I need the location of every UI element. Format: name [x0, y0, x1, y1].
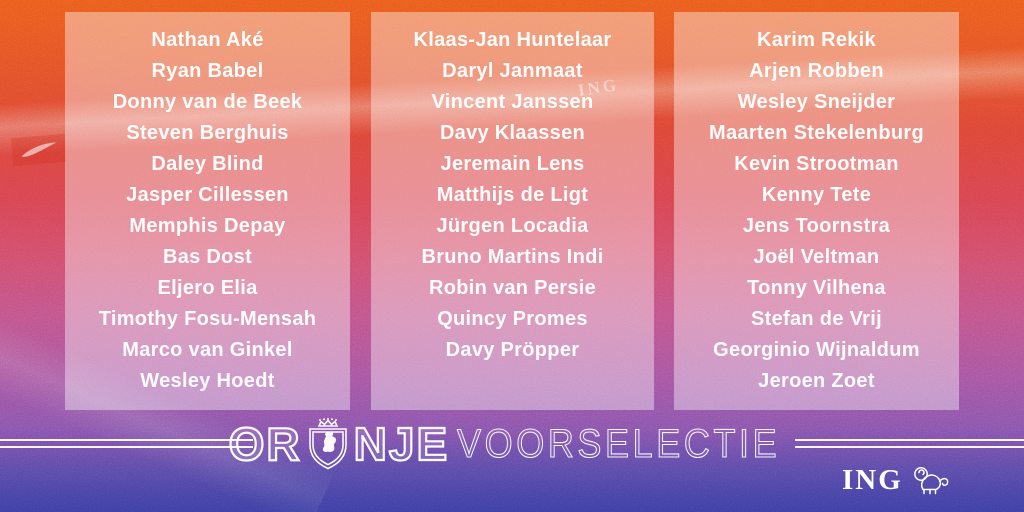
player-name: Klaas-Jan Huntelaar [413, 29, 612, 51]
ing-logo: ING [842, 463, 950, 497]
divider-line-left [0, 439, 253, 448]
player-name: Maarten Stekelenburg [709, 122, 924, 144]
knvb-crest-icon [308, 418, 347, 470]
wordmark-or: OR [228, 417, 302, 471]
player-name: Kevin Strootman [734, 153, 899, 175]
player-name: Bas Dost [162, 246, 253, 268]
ing-logo-text: ING [842, 463, 903, 496]
wordmark-voorselectie: VOORSELECTIE [457, 421, 781, 466]
player-name: Memphis Depay [129, 215, 286, 237]
player-name: Davy Klaassen [439, 122, 586, 144]
player-name: Quincy Promes [437, 308, 588, 330]
player-name: Bruno Martins Indi [421, 246, 604, 268]
player-name: Robin van Persie [428, 277, 597, 299]
player-name: Eljero Elia [157, 277, 258, 299]
player-name: Davy Pröpper [445, 339, 580, 361]
ing-lion-icon [913, 467, 949, 495]
divider-line-right [795, 439, 1024, 448]
player-name: Tonny Vilhena [747, 277, 886, 299]
player-name: Georginio Wijnaldum [713, 339, 920, 361]
player-name: Jeremain Lens [440, 153, 585, 175]
player-name: Wesley Sneijder [737, 91, 896, 113]
player-name: Jasper Cillessen [126, 184, 289, 206]
player-name: Kenny Tete [761, 184, 872, 206]
player-column-2: Klaas-Jan Huntelaar Daryl Janmaat Vincen… [371, 12, 654, 410]
player-name: Jens Toornstra [742, 215, 891, 237]
oranje-voorselectie-wordmark: OR NJE VOORSELECTIE [228, 417, 795, 471]
player-name: Daley Blind [151, 153, 264, 175]
player-name: Vincent Janssen [431, 91, 594, 113]
player-name: Arjen Robben [749, 60, 884, 82]
player-name: Jeroen Zoet [758, 370, 875, 392]
player-name: Steven Berghuis [126, 122, 289, 144]
player-name: Wesley Hoedt [140, 370, 275, 392]
player-name: Donny van de Beek [112, 91, 303, 113]
player-name: Joël Veltman [753, 246, 880, 268]
player-name: Ryan Babel [151, 60, 264, 82]
player-name: Matthijs de Ligt [436, 184, 589, 206]
player-name: Stefan de Vrij [751, 308, 882, 330]
player-name: Karim Rekik [757, 29, 876, 51]
player-name: Jürgen Locadia [436, 215, 589, 237]
player-name: Timothy Fosu-Mensah [98, 308, 317, 330]
wordmark-nje: NJE [353, 417, 450, 471]
player-name: Nathan Aké [151, 29, 264, 51]
player-column-3: Karim Rekik Arjen Robben Wesley Sneijder… [674, 12, 959, 410]
player-column-1: Nathan Aké Ryan Babel Donny van de Beek … [65, 12, 350, 410]
player-name: Daryl Janmaat [442, 60, 583, 82]
player-name: Marco van Ginkel [122, 339, 293, 361]
